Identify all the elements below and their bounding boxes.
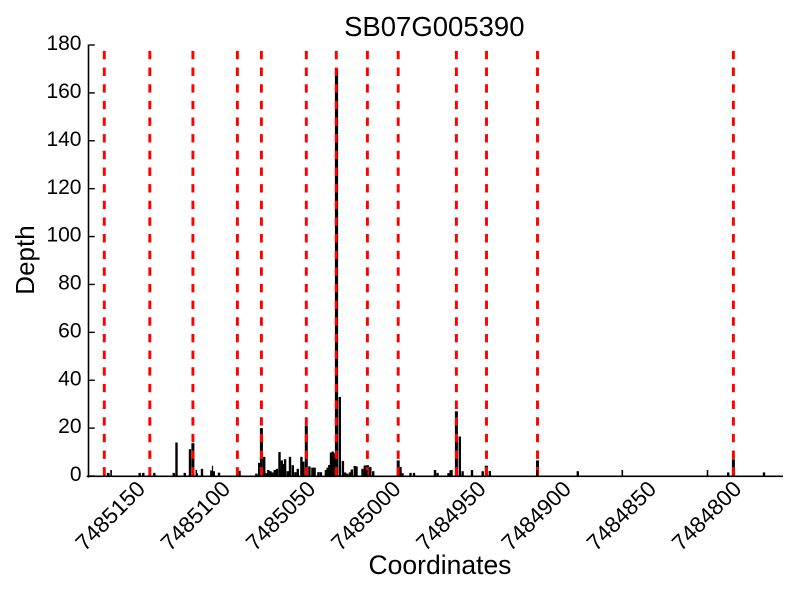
svg-text:SB07G005390: SB07G005390 bbox=[344, 11, 524, 42]
svg-text:140: 140 bbox=[46, 128, 81, 151]
svg-text:Coordinates: Coordinates bbox=[369, 550, 512, 580]
svg-text:40: 40 bbox=[58, 367, 81, 390]
svg-text:100: 100 bbox=[46, 224, 81, 247]
svg-text:160: 160 bbox=[46, 80, 81, 103]
svg-text:80: 80 bbox=[58, 272, 81, 295]
svg-text:180: 180 bbox=[46, 32, 81, 55]
svg-text:Depth: Depth bbox=[10, 225, 40, 294]
svg-text:60: 60 bbox=[58, 319, 81, 342]
svg-text:120: 120 bbox=[46, 176, 81, 199]
svg-text:0: 0 bbox=[70, 463, 82, 486]
svg-text:20: 20 bbox=[58, 415, 81, 438]
